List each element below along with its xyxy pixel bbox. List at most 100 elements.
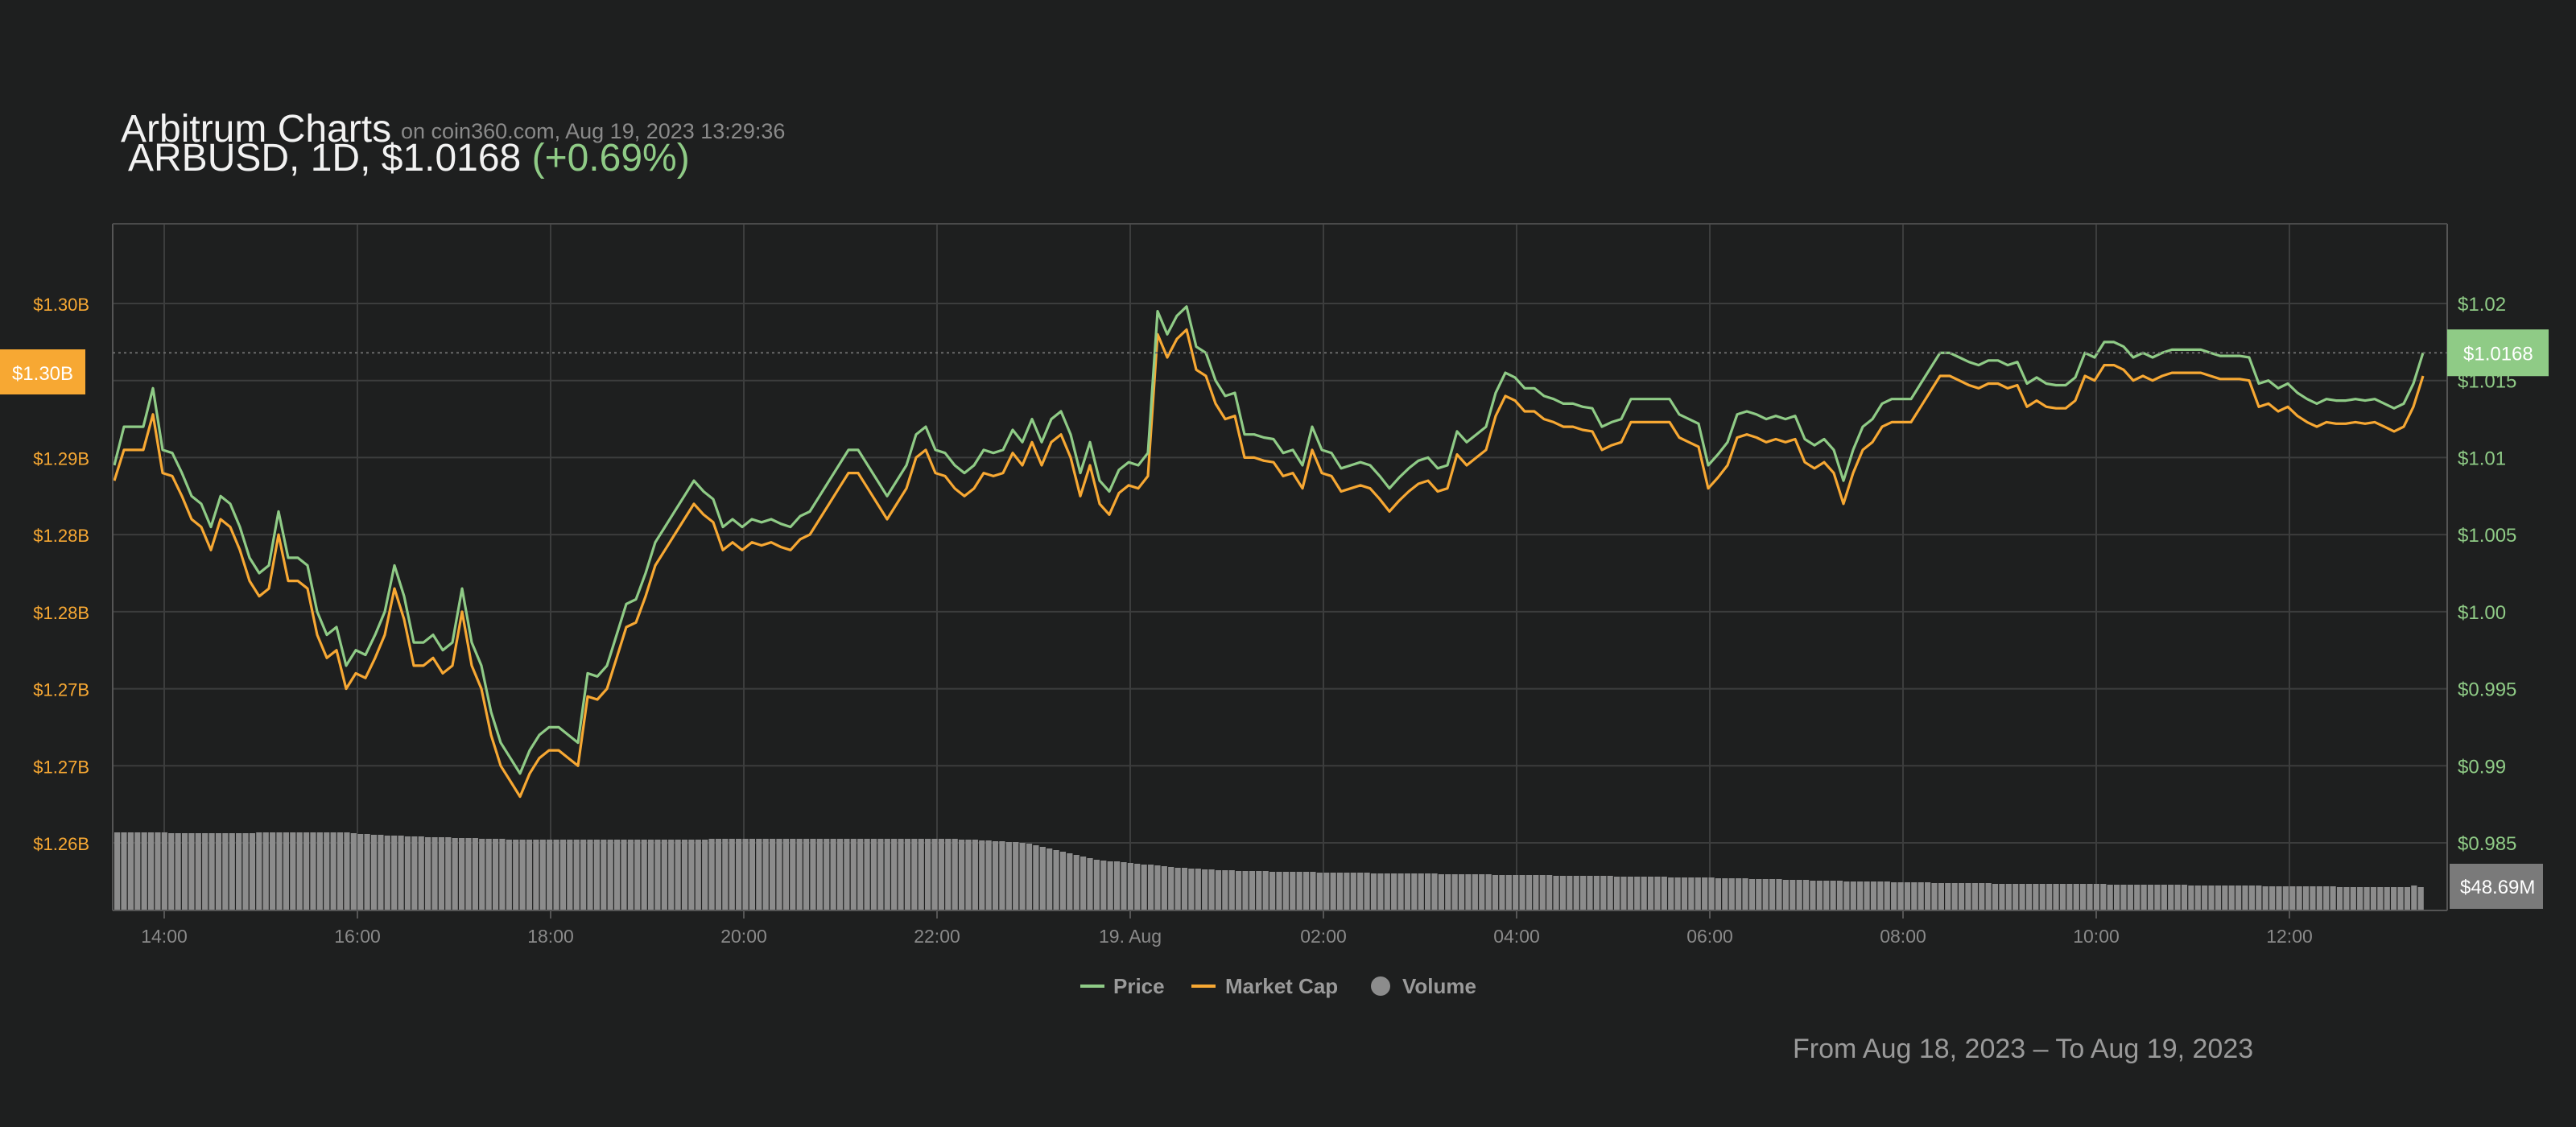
volume-bar — [533, 840, 539, 910]
volume-bar — [1492, 875, 1499, 910]
volume-bar — [1728, 878, 1735, 910]
volume-bar — [790, 839, 796, 910]
volume-bar — [762, 839, 769, 910]
x-tick-label: 19. Aug — [1099, 926, 1162, 947]
volume-bar — [1013, 842, 1019, 910]
volume-bar — [2391, 887, 2397, 910]
legend-item-price[interactable]: Price — [1080, 974, 1165, 998]
volume-bar — [1634, 877, 1641, 910]
volume-bar — [1445, 874, 1451, 910]
volume-bar — [1742, 878, 1748, 910]
volume-bar — [621, 840, 627, 910]
volume-bar — [979, 840, 985, 910]
volume-bar — [1067, 853, 1073, 910]
volume-bar — [114, 832, 121, 910]
volume-bar — [1843, 881, 1850, 910]
volume-bar — [1438, 874, 1444, 910]
volume-bar — [236, 833, 242, 910]
volume-bar — [641, 840, 647, 910]
right-current-badge: $1.0168 — [2447, 329, 2549, 377]
volume-bar — [155, 832, 161, 910]
volume-bar — [526, 840, 533, 910]
volume-bar — [836, 839, 844, 910]
volume-bar — [181, 833, 188, 910]
volume-badge: $48.69M — [2450, 864, 2543, 909]
volume-bar — [1202, 869, 1208, 910]
volume-bar — [1323, 873, 1330, 910]
volume-bar — [1033, 845, 1039, 910]
volume-bar — [249, 833, 256, 910]
volume-bar — [161, 832, 167, 910]
left-current-badge-bg — [0, 349, 85, 394]
legend-item-volume[interactable]: Volume — [1371, 974, 1476, 998]
pair-price-line: ARBUSD, 1D, $1.0168 (+0.69%) — [128, 137, 690, 180]
price-change: (+0.69%) — [532, 137, 690, 180]
volume-bar — [1073, 855, 1080, 910]
volume-bar — [472, 838, 478, 910]
volume-bar — [958, 840, 965, 910]
volume-bar — [431, 837, 438, 910]
volume-bar — [1911, 882, 1918, 910]
volume-bar — [1026, 844, 1033, 910]
volume-bar — [688, 840, 695, 910]
left-tick-label: $1.27B — [33, 757, 89, 777]
volume-bar — [2343, 887, 2350, 910]
volume-bar — [1513, 875, 1519, 910]
volume-bar — [1593, 876, 1600, 910]
volume-bar — [1290, 872, 1296, 910]
legend-item-market-cap[interactable]: Market Cap — [1191, 974, 1338, 998]
x-tick-label: 22:00 — [914, 926, 960, 947]
volume-bar — [938, 839, 944, 910]
volume-bar — [2296, 886, 2302, 910]
volume-bar — [1418, 873, 1424, 910]
volume-bar — [1627, 877, 1633, 910]
volume-bar — [1782, 880, 1789, 910]
volume-bar — [2087, 884, 2093, 910]
volume-bar — [1107, 861, 1113, 910]
volume-bar — [1519, 875, 1525, 910]
volume-bar — [877, 839, 884, 910]
volume-bar — [2228, 886, 2235, 910]
volume-bar — [1708, 877, 1715, 910]
volume-bar — [208, 833, 215, 910]
left-current-badge-label: $1.30B — [12, 363, 73, 385]
volume-bar — [972, 840, 978, 910]
volume-bar — [1654, 877, 1661, 910]
volume-bar — [1181, 868, 1188, 910]
volume-bar — [1722, 878, 1728, 910]
volume-bar — [1971, 883, 1978, 910]
x-tick-label: 18:00 — [527, 926, 574, 947]
volume-bar — [141, 832, 147, 910]
volume-bar — [1134, 864, 1141, 910]
volume-bar — [681, 840, 688, 910]
volume-bar — [830, 839, 836, 910]
volume-bar — [506, 840, 512, 910]
volume-bar — [864, 839, 870, 910]
volume-bar — [1762, 879, 1769, 910]
volume-bar — [992, 841, 999, 910]
volume-bar — [1053, 850, 1059, 910]
volume-bar — [810, 839, 816, 910]
volume-bar — [1046, 848, 1053, 910]
volume-bar — [445, 837, 452, 910]
volume-bar — [1499, 875, 1505, 910]
volume-bar — [398, 836, 404, 910]
right-tick-label: $1.00 — [2458, 602, 2506, 624]
volume-bar — [1147, 865, 1154, 910]
volume-bar — [147, 832, 155, 910]
volume-bar — [2336, 887, 2343, 910]
volume-bar — [1310, 872, 1316, 910]
volume-bar — [2370, 887, 2377, 910]
volume-bar — [310, 832, 316, 910]
volume-bar — [262, 832, 269, 910]
volume-bar — [1999, 884, 2005, 910]
volume-bar — [2033, 884, 2039, 910]
legend-volume-swatch — [1371, 976, 1390, 996]
volume-bar — [2059, 884, 2066, 910]
price-line — [113, 305, 2425, 775]
volume-bar — [1965, 883, 1971, 910]
grid-lines — [113, 224, 2447, 910]
volume-bar — [2215, 886, 2222, 910]
volume-bar — [593, 840, 601, 910]
legend: Price Market Cap Volume — [1080, 974, 1476, 998]
